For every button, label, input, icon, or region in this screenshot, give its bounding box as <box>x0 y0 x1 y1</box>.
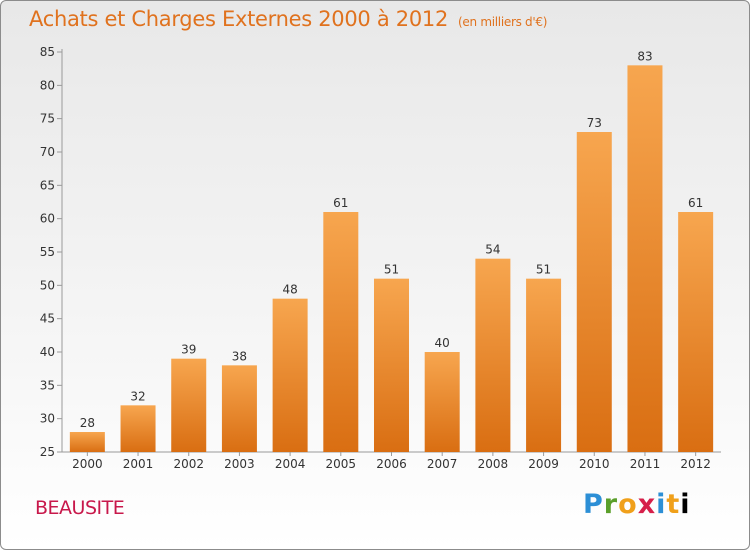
bar-value-label: 73 <box>587 116 602 130</box>
bar-value-label: 28 <box>80 416 95 430</box>
y-tick-label: 80 <box>40 78 55 92</box>
bar <box>475 258 511 452</box>
x-tick-label: 2002 <box>173 457 204 471</box>
bar <box>171 358 207 452</box>
x-tick-label: 2006 <box>376 457 407 471</box>
bar-value-label: 38 <box>232 349 247 363</box>
y-tick-label: 65 <box>40 178 55 192</box>
x-tick-label: 2003 <box>224 457 255 471</box>
x-tick-label: 2005 <box>326 457 357 471</box>
x-tick-label: 2001 <box>123 457 154 471</box>
x-tick-label: 2010 <box>579 457 610 471</box>
bar <box>576 132 612 452</box>
bar-value-label: 51 <box>536 263 551 277</box>
bar-value-label: 54 <box>485 243 500 257</box>
bar <box>526 278 562 452</box>
bar-value-label: 83 <box>637 49 652 63</box>
y-tick-label: 85 <box>40 45 55 59</box>
y-tick-label: 25 <box>40 445 55 459</box>
y-tick-label: 30 <box>40 412 55 426</box>
bar-value-label: 61 <box>688 196 703 210</box>
y-tick-label: 55 <box>40 245 55 259</box>
bar-value-label: 51 <box>384 263 399 277</box>
unit-note: (en milliers d'€) <box>458 15 548 29</box>
bar-value-label: 61 <box>333 196 348 210</box>
bar <box>424 352 460 452</box>
y-tick-label: 50 <box>40 278 55 292</box>
proxiti-logo: Proxiti <box>583 489 691 520</box>
bar-value-label: 39 <box>181 343 196 357</box>
y-tick-label: 60 <box>40 212 55 226</box>
commune-name: BEAUSITE <box>35 497 125 519</box>
bar <box>221 365 257 452</box>
x-tick-label: 2008 <box>478 457 509 471</box>
y-tick-label: 45 <box>40 312 55 326</box>
x-tick-label: 2007 <box>427 457 458 471</box>
bar-value-label: 40 <box>435 336 450 350</box>
x-tick-label: 2012 <box>680 457 711 471</box>
y-tick-label: 75 <box>40 112 55 126</box>
x-tick-label: 2009 <box>528 457 559 471</box>
bar <box>627 65 663 452</box>
y-tick-label: 35 <box>40 378 55 392</box>
bar <box>120 405 156 452</box>
y-tick-label: 40 <box>40 345 55 359</box>
bar <box>69 432 105 452</box>
bar <box>323 212 359 452</box>
y-tick-label: 70 <box>40 145 55 159</box>
x-tick-label: 2000 <box>72 457 103 471</box>
x-tick-label: 2011 <box>630 457 661 471</box>
bar-value-label: 48 <box>282 283 297 297</box>
bar <box>272 298 308 452</box>
chart-title: Achats et Charges Externes 2000 à 2012 (e… <box>29 7 547 31</box>
bar <box>678 212 714 452</box>
x-tick-label: 2004 <box>275 457 306 471</box>
chart-title-text: Achats et Charges Externes 2000 à 2012 <box>29 7 449 31</box>
bar-value-label: 32 <box>130 389 145 403</box>
bar <box>374 278 409 452</box>
